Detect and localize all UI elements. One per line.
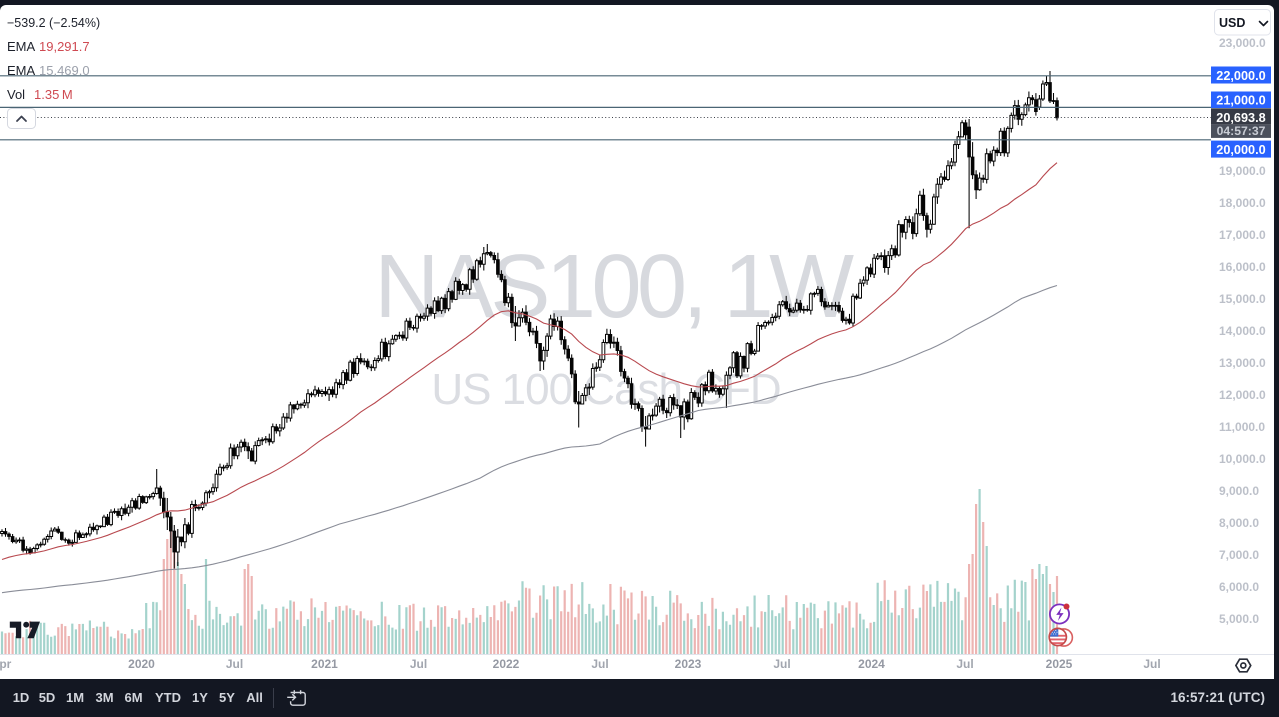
svg-text:Vol: Vol [7,87,25,102]
svg-text:6,000.0: 6,000.0 [1219,580,1259,594]
svg-text:EMA: EMA [7,63,36,78]
svg-text:2022: 2022 [493,657,520,671]
svg-text:EMA: EMA [7,39,36,54]
svg-text:USD: USD [1219,16,1245,30]
svg-text:Jul: Jul [1143,657,1160,671]
svg-text:19,291.7: 19,291.7 [39,39,90,54]
svg-text:22,000.0: 22,000.0 [1216,69,1265,83]
svg-text:Apr: Apr [0,657,12,671]
svg-text:17,000.0: 17,000.0 [1219,228,1266,242]
svg-text:15,000.0: 15,000.0 [1219,292,1266,306]
svg-text:Jul: Jul [410,657,427,671]
svg-text:2024: 2024 [858,657,885,671]
svg-text:14,000.0: 14,000.0 [1219,324,1266,338]
svg-text:−539.2 (−2.54%): −539.2 (−2.54%) [7,16,100,30]
svg-text:2021: 2021 [311,657,338,671]
svg-text:Jul: Jul [226,657,243,671]
svg-text:1.35 M: 1.35 M [34,87,73,102]
svg-text:7,000.0: 7,000.0 [1219,548,1259,562]
svg-text:5,000.0: 5,000.0 [1219,612,1259,626]
svg-text:Jul: Jul [773,657,790,671]
svg-text:8,000.0: 8,000.0 [1219,516,1259,530]
svg-text:2023: 2023 [675,657,702,671]
svg-text:NAS100, 1W: NAS100, 1W [374,237,854,337]
svg-text:20,000.0: 20,000.0 [1216,143,1265,157]
svg-text:2020: 2020 [128,657,155,671]
svg-text:13,000.0: 13,000.0 [1219,356,1266,370]
svg-text:Jul: Jul [956,657,973,671]
svg-text:15,469.0: 15,469.0 [39,63,90,78]
svg-text:2025: 2025 [1046,657,1073,671]
svg-text:10,000.0: 10,000.0 [1219,452,1266,466]
svg-text:9,000.0: 9,000.0 [1219,484,1259,498]
svg-text:12,000.0: 12,000.0 [1219,388,1266,402]
svg-text:23,000.0: 23,000.0 [1219,36,1266,50]
svg-text:16,000.0: 16,000.0 [1219,260,1266,274]
svg-text:04:57:37: 04:57:37 [1217,124,1266,138]
svg-text:Jul: Jul [591,657,608,671]
svg-text:21,000.0: 21,000.0 [1216,94,1265,108]
svg-text:11,000.0: 11,000.0 [1219,420,1265,434]
svg-text:19,000.0: 19,000.0 [1219,164,1266,178]
svg-text:20,693.8: 20,693.8 [1216,111,1265,125]
svg-text:18,000.0: 18,000.0 [1219,196,1266,210]
